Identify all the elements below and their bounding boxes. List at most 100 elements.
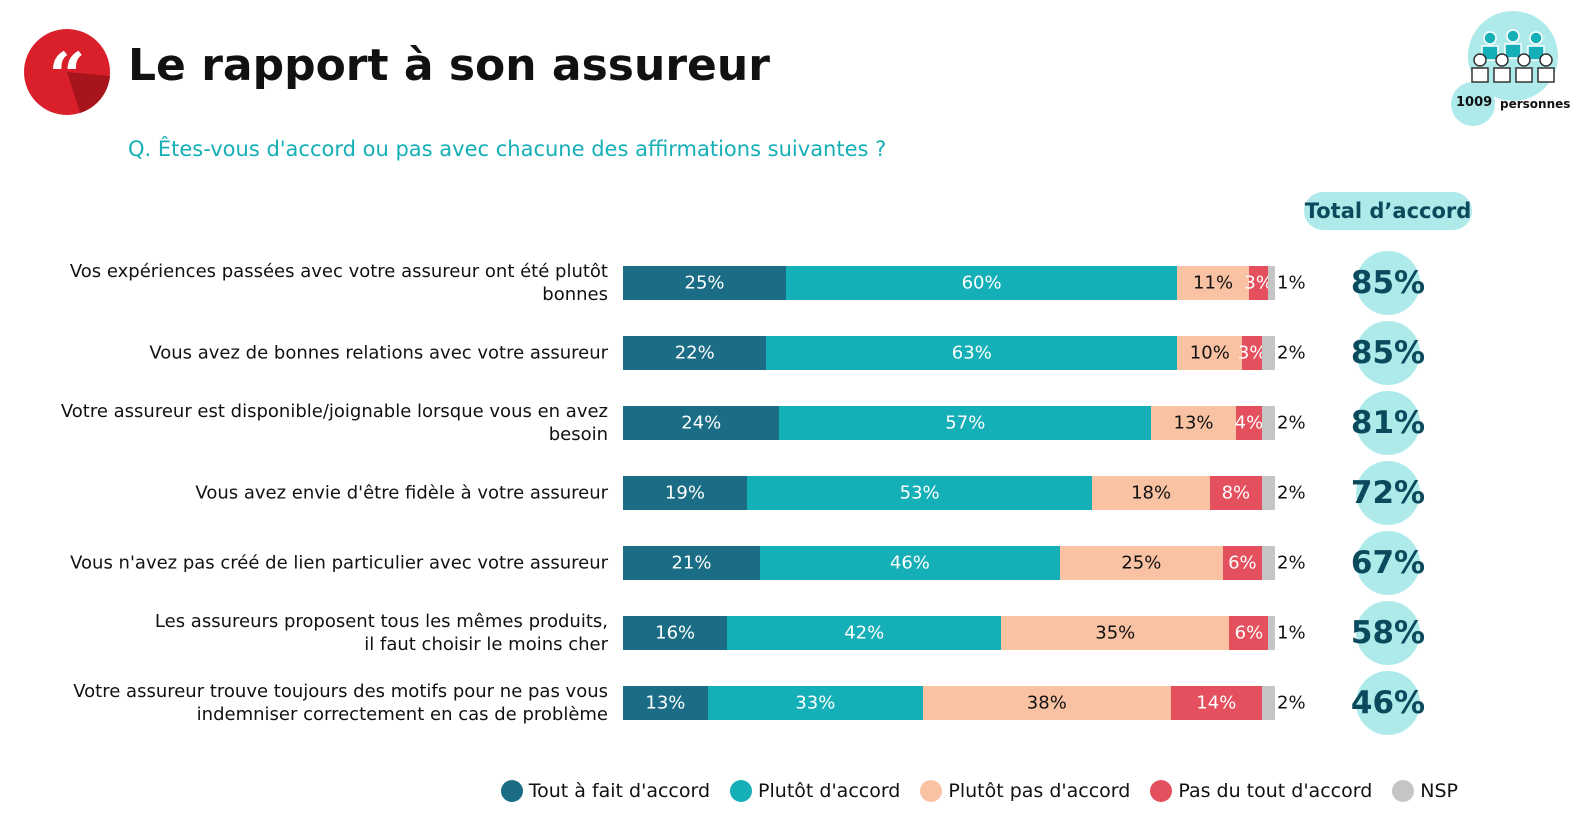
bar-segment [1092, 476, 1210, 510]
data-label: 24% [681, 412, 722, 434]
bar-segment [623, 406, 780, 440]
data-label: 16% [655, 622, 696, 644]
bar-segment [1059, 546, 1223, 580]
category-label: Vous avez envie d'être fidèle à votre as… [195, 482, 608, 504]
bar-segment [1268, 616, 1275, 650]
data-label: 6% [1228, 552, 1257, 574]
svg-text:“: “ [49, 39, 86, 114]
data-label: 1% [1277, 272, 1306, 294]
bar-segment [1242, 336, 1262, 370]
data-label: 53% [899, 482, 940, 504]
bar-segment [623, 686, 708, 720]
data-label: 13% [645, 692, 686, 714]
total-circle [1356, 251, 1420, 315]
data-label: 11% [1193, 272, 1234, 294]
data-label: 19% [664, 482, 705, 504]
legend-swatch [920, 780, 943, 802]
bar-segment [623, 266, 786, 300]
data-label: 4% [1234, 412, 1264, 434]
chart-title: Le rapport à son assureur [128, 40, 770, 91]
bar-segment [1229, 616, 1269, 650]
total-label: 81% [1350, 405, 1426, 441]
bar-segment [1151, 406, 1236, 440]
category-label: Les assureurs proposent tous les mêmes p… [154, 611, 608, 655]
bar-segment [766, 336, 1178, 370]
total-label: 85% [1350, 265, 1426, 301]
legend-swatch [500, 780, 523, 802]
data-label: 2% [1277, 412, 1306, 434]
bar-segment [922, 686, 1171, 720]
total-label: 67% [1350, 545, 1426, 581]
total-circle [1356, 321, 1420, 385]
respondents-icon [1451, 11, 1558, 126]
total-label: 85% [1350, 335, 1426, 371]
legend-item: Pas du tout d'accord [1150, 780, 1372, 802]
data-label: 60% [961, 272, 1002, 294]
data-label: 25% [684, 272, 725, 294]
total-circle [1356, 601, 1420, 665]
bar-segment [1261, 406, 1275, 440]
quote-icon: “ [24, 29, 110, 115]
category-label: Votre assureur est disponible/joignable … [60, 401, 608, 445]
category-label: Vos expériences passées avec votre assur… [69, 261, 608, 305]
total-circle [1356, 461, 1420, 525]
respondents-count: 1009 [1456, 95, 1493, 110]
data-label: 1% [1277, 622, 1306, 644]
category-label: Vous n'avez pas créé de lien particulier… [70, 552, 608, 574]
data-label: 46% [889, 552, 930, 574]
bar-segment [759, 546, 1060, 580]
data-label: 42% [844, 622, 885, 644]
legend-swatch [1150, 780, 1173, 802]
legend-item: NSP [1392, 780, 1458, 802]
data-label: 13% [1173, 412, 1214, 434]
bar-segment [779, 406, 1152, 440]
respondents-label: personnes [1500, 97, 1571, 111]
legend-swatch [1392, 780, 1415, 802]
bar-segment [623, 616, 728, 650]
bar-segment [1261, 546, 1275, 580]
data-label: 35% [1095, 622, 1136, 644]
total-label: 46% [1350, 685, 1426, 721]
bar-segment [1001, 616, 1230, 650]
legend-item: Plutôt d'accord [730, 780, 900, 802]
total-circle [1356, 531, 1420, 595]
bar-segment [1248, 266, 1269, 300]
data-label: 6% [1234, 622, 1264, 644]
data-label: 57% [945, 412, 986, 434]
chart-subtitle: Q. Êtes-vous d'accord ou pas avec chacun… [128, 137, 887, 161]
bar-segment [786, 266, 1178, 300]
data-label: 63% [951, 342, 992, 364]
bar-segment [1209, 476, 1262, 510]
bar-segment [1235, 406, 1262, 440]
data-label: 10% [1189, 342, 1230, 364]
category-label: Votre assureur trouve toujours des motif… [73, 681, 608, 725]
bar-segment [727, 616, 1002, 650]
data-label: 18% [1131, 482, 1172, 504]
data-label: 21% [671, 552, 712, 574]
data-label: 25% [1121, 552, 1162, 574]
bar-segment [746, 476, 1093, 510]
data-label: 22% [674, 342, 715, 364]
legend-label: NSP [1420, 780, 1458, 802]
data-label: 8% [1221, 482, 1251, 504]
data-label: 3% [1244, 272, 1273, 294]
data-label: 33% [795, 692, 836, 714]
bar-segment [1222, 546, 1262, 580]
legend-item: Plutôt pas d'accord [920, 780, 1130, 802]
totals-header: Total d’accord [1304, 192, 1472, 230]
data-label: 2% [1277, 552, 1306, 574]
data-label: 2% [1277, 482, 1306, 504]
data-label: 2% [1277, 692, 1306, 714]
bar-segment [1170, 686, 1262, 720]
bar-segment [1268, 266, 1275, 300]
bar-segment [1177, 266, 1249, 300]
total-label: 72% [1350, 475, 1426, 511]
bar-segment [1261, 686, 1275, 720]
bar-segment [623, 476, 747, 510]
bar-segment [623, 546, 760, 580]
data-label: 38% [1026, 692, 1067, 714]
legend-label: Pas du tout d'accord [1178, 780, 1373, 802]
legend-label: Plutôt d'accord [758, 780, 901, 802]
legend-swatch [730, 780, 753, 802]
total-label: 58% [1350, 615, 1426, 651]
